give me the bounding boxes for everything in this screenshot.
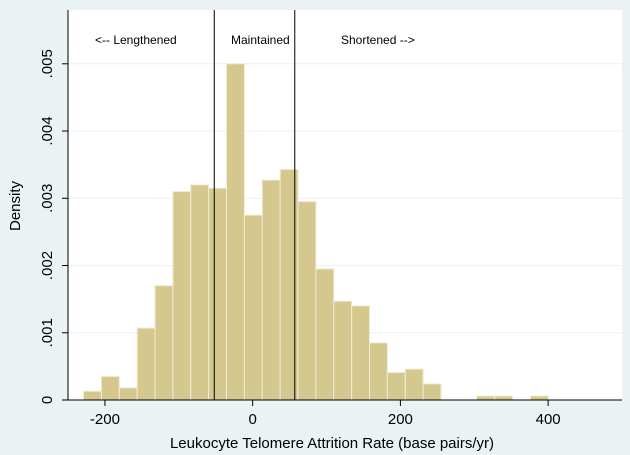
histogram-bar	[136, 327, 156, 401]
histogram-bar	[333, 300, 353, 401]
x-tick-label: 400	[536, 411, 561, 428]
histogram-bar	[476, 395, 496, 401]
histogram-bar	[529, 395, 549, 401]
histogram-bar	[404, 368, 424, 401]
y-tick-label: .002	[39, 251, 56, 280]
histogram-bar	[172, 191, 192, 401]
y-tick-label: .001	[39, 318, 56, 347]
histogram-bar	[243, 214, 263, 401]
histogram-bar	[190, 184, 210, 401]
x-tick-label: -200	[90, 411, 120, 428]
histogram-bar	[83, 390, 102, 401]
y-tick-label: 0	[39, 396, 56, 404]
histogram-bar	[261, 179, 281, 401]
histogram-bar	[226, 63, 245, 401]
region-label-shortened: Shortened -->	[341, 33, 415, 47]
y-tick-label: .003	[39, 184, 56, 213]
y-axis-title: Density	[7, 180, 24, 231]
x-tick-label: 200	[388, 411, 413, 428]
histogram-bar	[208, 187, 228, 401]
histogram-bar	[100, 375, 120, 401]
y-tick-label: .004	[39, 116, 56, 145]
x-tick-label: 0	[248, 411, 256, 428]
histogram-bar	[297, 201, 317, 401]
histogram-bar	[351, 305, 371, 401]
histogram-bar	[386, 371, 406, 401]
histogram-bar	[279, 168, 299, 401]
histogram-bar	[315, 268, 335, 401]
x-axis-title: Leukocyte Telomere Attrition Rate (base …	[170, 435, 494, 452]
histogram-bar	[118, 387, 138, 401]
region-label-lengthened: <-- Lengthened	[95, 33, 177, 47]
histogram-bar	[369, 342, 388, 401]
histogram-bar	[494, 395, 514, 401]
y-tick-label: .005	[39, 49, 56, 78]
histogram-bar	[154, 285, 174, 401]
region-label-maintained: Maintained	[231, 33, 290, 47]
histogram-bar	[422, 383, 442, 401]
